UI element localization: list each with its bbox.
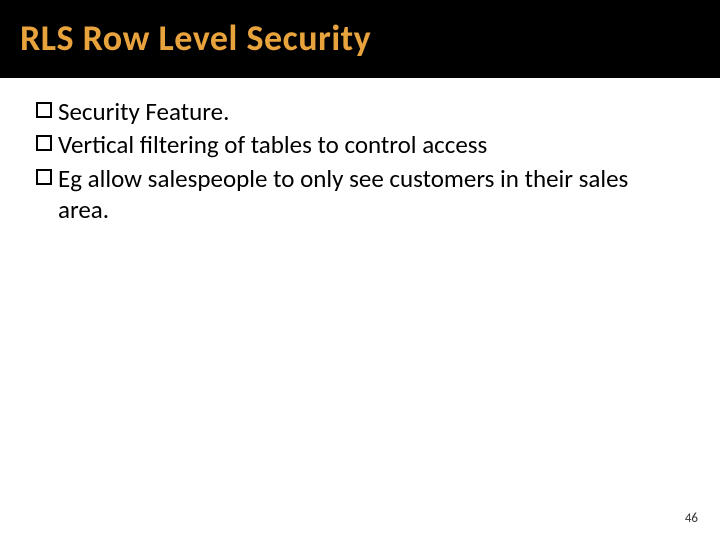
slide-title: RLS Row Level Security xyxy=(20,16,700,60)
bullet-item: Eg allow salespeople to only see custome… xyxy=(36,163,684,226)
bullet-text: Eg allow salespeople to only see custome… xyxy=(58,163,684,226)
page-number: 46 xyxy=(685,511,698,526)
square-bullet-icon xyxy=(36,169,52,185)
square-bullet-icon xyxy=(36,102,52,118)
bullet-text: Vertical filtering of tables to control … xyxy=(58,129,684,160)
square-bullet-icon xyxy=(36,135,52,151)
title-bar: RLS Row Level Security xyxy=(0,0,720,78)
slide-body: Security Feature. Vertical filtering of … xyxy=(0,78,720,225)
bullet-item: Vertical filtering of tables to control … xyxy=(36,129,684,160)
bullet-item: Security Feature. xyxy=(36,96,684,127)
bullet-text: Security Feature. xyxy=(58,96,684,127)
